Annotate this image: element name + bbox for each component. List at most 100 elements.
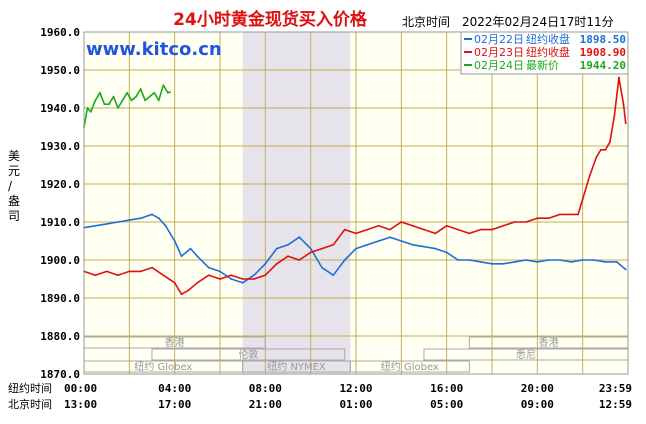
series-point (287, 255, 289, 258)
series-point (479, 228, 482, 231)
legend-value: 1944.20 (580, 59, 626, 72)
series-point (588, 175, 591, 178)
session-label: 香港 (539, 337, 559, 349)
series-point (112, 95, 115, 98)
legend-desc: 最新价 (526, 58, 559, 72)
series-point (377, 240, 380, 242)
x-tick-label: 09:00 (521, 398, 554, 411)
series-point (355, 232, 357, 235)
series-point (253, 278, 255, 280)
x-tick-label: 00:00 (64, 382, 97, 395)
series-point (502, 224, 505, 227)
x-row-label: 纽约时间 (8, 381, 52, 395)
x-tick-label: 04:00 (158, 382, 191, 395)
series-point (153, 91, 156, 94)
series-point (275, 247, 278, 250)
series-point (298, 259, 301, 261)
series-point (253, 274, 255, 277)
watermark-url: www.kitco.cn (86, 39, 222, 60)
series-point (423, 228, 425, 231)
series-point (89, 110, 92, 113)
series-line-2 (83, 76, 627, 296)
series-point (389, 236, 391, 239)
series-point (264, 262, 267, 265)
series-point (618, 76, 620, 79)
y-tick-label: 1920.0 (40, 178, 80, 191)
session-label: 纽约 Globex (381, 360, 439, 373)
x-tick-label: 17:00 (158, 398, 191, 411)
series-point (609, 141, 611, 144)
series-point (577, 213, 579, 216)
y-tick-label: 1910.0 (40, 216, 80, 229)
y-tick-label: 1900.0 (40, 254, 80, 267)
x-tick-label: 05:00 (430, 398, 463, 411)
series-point (547, 217, 550, 220)
series-point (130, 99, 133, 102)
series-point (468, 259, 471, 261)
series-point (547, 259, 550, 261)
x-tick-label: 08:00 (249, 382, 282, 395)
series-point (559, 259, 561, 261)
series-point (139, 88, 142, 90)
series-point (581, 259, 584, 261)
series-point (162, 84, 165, 87)
series-point (139, 217, 142, 220)
legend-box (460, 31, 629, 75)
series-point (434, 232, 437, 235)
series-point (219, 278, 221, 280)
series-point (196, 281, 199, 284)
timestamp: 北京时间 2022年02月24日17时11分 (402, 15, 614, 29)
series-point (230, 274, 233, 277)
series-point (117, 221, 119, 223)
series-point (434, 247, 437, 250)
series-point (599, 148, 602, 151)
series-point (105, 223, 108, 225)
series-point (196, 255, 199, 258)
series-point (468, 232, 471, 235)
series-point (86, 107, 89, 109)
legend-desc: 纽约收盘 (526, 32, 570, 46)
series-point (121, 99, 124, 102)
nymex-shaded-band (242, 32, 351, 374)
series-point (536, 217, 539, 220)
session-bar (349, 360, 470, 373)
x-row-label: 北京时间 (8, 397, 52, 411)
series-point (99, 91, 101, 94)
series-point (162, 274, 165, 277)
y-tick-label: 1890.0 (40, 292, 80, 305)
series-point (445, 251, 448, 254)
series-point (411, 243, 414, 246)
legend-date: 02月24日 (474, 59, 524, 72)
legend-value: 1898.50 (580, 33, 626, 46)
series-point (287, 243, 289, 246)
series-point (230, 278, 233, 280)
series-point (615, 261, 618, 263)
series-point (117, 107, 119, 109)
series-point (377, 224, 380, 227)
series-point (148, 95, 151, 98)
series-point (128, 270, 131, 273)
series-point (595, 156, 598, 159)
x-tick-label: 23:59 (599, 382, 632, 395)
series-point (207, 274, 210, 277)
y-tick-label: 1940.0 (40, 102, 80, 115)
series-point (622, 103, 625, 106)
series-point (343, 259, 346, 261)
session-label: 香港 (165, 337, 185, 349)
session-label: 悉尼 (516, 349, 536, 361)
series-point (164, 224, 167, 227)
series-point (94, 224, 97, 227)
series-point (321, 247, 323, 250)
series-point (445, 224, 448, 227)
session-label: 纽约 NYMEX (267, 360, 326, 373)
x-tick-label: 12:59 (599, 398, 632, 411)
y-tick-label: 1960.0 (40, 26, 80, 39)
x-tick-label: 01:00 (339, 398, 372, 411)
series-point (105, 270, 108, 273)
series-point (94, 99, 97, 102)
plot-frame (83, 31, 629, 375)
series-point (593, 259, 595, 261)
series-point (309, 251, 312, 254)
x-tick-label: 16:00 (430, 382, 463, 395)
